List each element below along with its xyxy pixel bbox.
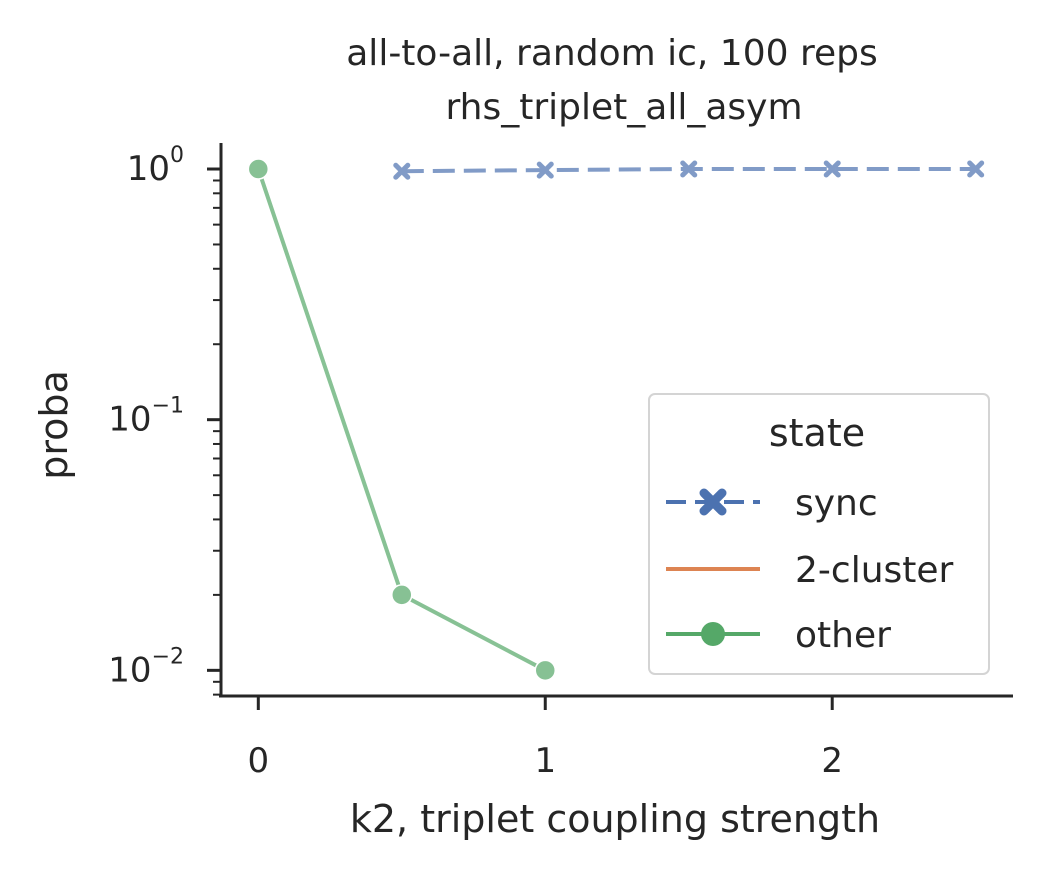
data-point-other xyxy=(534,659,557,682)
y-tick-label: 100 xyxy=(127,143,184,189)
y-tick-exponent: 0 xyxy=(170,143,184,168)
chart-title-group: all-to-all, random ic, 100 reps rhs_trip… xyxy=(346,33,877,128)
chart-subtitle: rhs_triplet_all_asym xyxy=(445,87,802,128)
x-axis-label: k2, triplet coupling strength xyxy=(350,797,880,841)
marker-stroke xyxy=(536,161,554,179)
series-sync xyxy=(393,160,985,180)
x-ticks: 0 1 2 xyxy=(247,696,843,781)
legend: state sync 2-cluster other xyxy=(648,393,990,675)
legend-box xyxy=(648,393,990,675)
legend-label-2-cluster: 2-cluster xyxy=(795,550,954,591)
y-tick-base: 10 xyxy=(127,149,170,189)
legend-label-sync: sync xyxy=(795,483,878,524)
y-tick-base: 10 xyxy=(108,400,151,440)
marker-stroke xyxy=(393,162,411,180)
legend-marker-sync xyxy=(699,488,727,516)
y-tick-label: 10−1 xyxy=(108,394,184,440)
data-point-sync xyxy=(536,161,554,179)
series-other xyxy=(247,158,557,682)
legend-item-sync: sync xyxy=(666,483,878,524)
y-tick-exponent: −2 xyxy=(152,644,184,669)
x-tick-label: 1 xyxy=(534,741,556,781)
data-point-sync xyxy=(967,160,985,178)
y-tick-base: 10 xyxy=(108,650,151,690)
data-point-sync xyxy=(823,160,841,178)
legend-item-2-cluster: 2-cluster xyxy=(666,550,954,591)
y-tick-exponent: −1 xyxy=(152,394,184,419)
data-point-sync xyxy=(680,160,698,178)
series-layer xyxy=(247,158,985,682)
x-tick-label: 2 xyxy=(821,741,843,781)
legend-items: sync 2-cluster other xyxy=(666,483,954,656)
x-tick-label: 0 xyxy=(247,741,269,781)
data-point-sync xyxy=(393,162,411,180)
y-tick-label: 10−2 xyxy=(108,644,184,690)
marker-stroke xyxy=(680,160,698,178)
legend-item-other: other xyxy=(666,615,891,656)
legend-title: state xyxy=(769,411,865,455)
marker-stroke xyxy=(967,160,985,178)
data-point-other xyxy=(391,584,413,606)
chart-title: all-to-all, random ic, 100 reps xyxy=(346,33,877,74)
legend-marker-other xyxy=(701,622,725,646)
data-point-other xyxy=(247,158,270,180)
legend-label-other: other xyxy=(795,615,891,656)
marker-stroke xyxy=(823,160,841,178)
marker-stroke xyxy=(699,488,727,516)
y-axis-label: proba xyxy=(32,370,76,480)
